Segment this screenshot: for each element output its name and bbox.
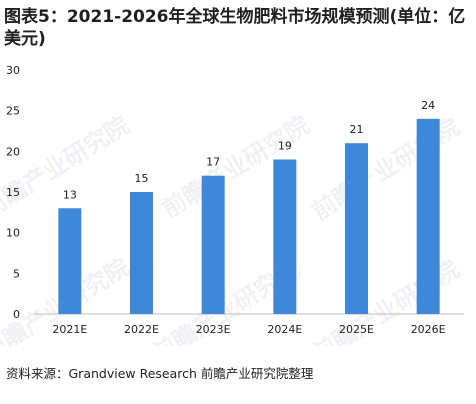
watermark-text: 前瞻产业研究院	[307, 113, 464, 226]
bar	[345, 143, 368, 314]
x-tick-label: 2021E	[52, 323, 87, 336]
x-tick-label: 2022E	[124, 323, 159, 336]
x-tick-label: 2023E	[196, 323, 231, 336]
bar	[130, 192, 153, 314]
x-tick-label: 2025E	[339, 323, 374, 336]
data-label: 21	[350, 123, 364, 136]
y-tick-label: 10	[6, 227, 20, 240]
watermark-text: 前瞻产业研究院	[0, 111, 134, 224]
y-tick-label: 30	[6, 64, 20, 77]
bar	[201, 175, 225, 314]
chart-title: 图表5：2021-2026年全球生物肥料市场规模预测(单位：亿美元)	[4, 7, 466, 49]
y-tick-label: 0	[13, 308, 20, 321]
bar	[58, 208, 82, 314]
x-tick-label: 2024E	[267, 323, 302, 336]
source-note: 资料来源：Grandview Research 前瞻产业研究院整理	[6, 366, 314, 381]
data-label: 13	[63, 188, 77, 201]
y-tick-label: 20	[6, 145, 20, 158]
y-tick-label: 5	[13, 267, 20, 280]
data-label: 15	[135, 172, 149, 185]
data-label: 19	[278, 139, 292, 152]
y-tick-label: 25	[6, 105, 20, 118]
x-tick-label: 2026E	[411, 323, 446, 336]
bar	[273, 159, 297, 314]
data-label: 17	[206, 156, 220, 169]
data-label: 24	[421, 99, 435, 112]
bar	[416, 118, 440, 314]
y-tick-label: 15	[6, 186, 20, 199]
bar-chart: 前瞻产业研究院前瞻产业研究院前瞻产业研究院前瞻产业研究院前瞻产业研究院前瞻产业研…	[0, 64, 464, 346]
